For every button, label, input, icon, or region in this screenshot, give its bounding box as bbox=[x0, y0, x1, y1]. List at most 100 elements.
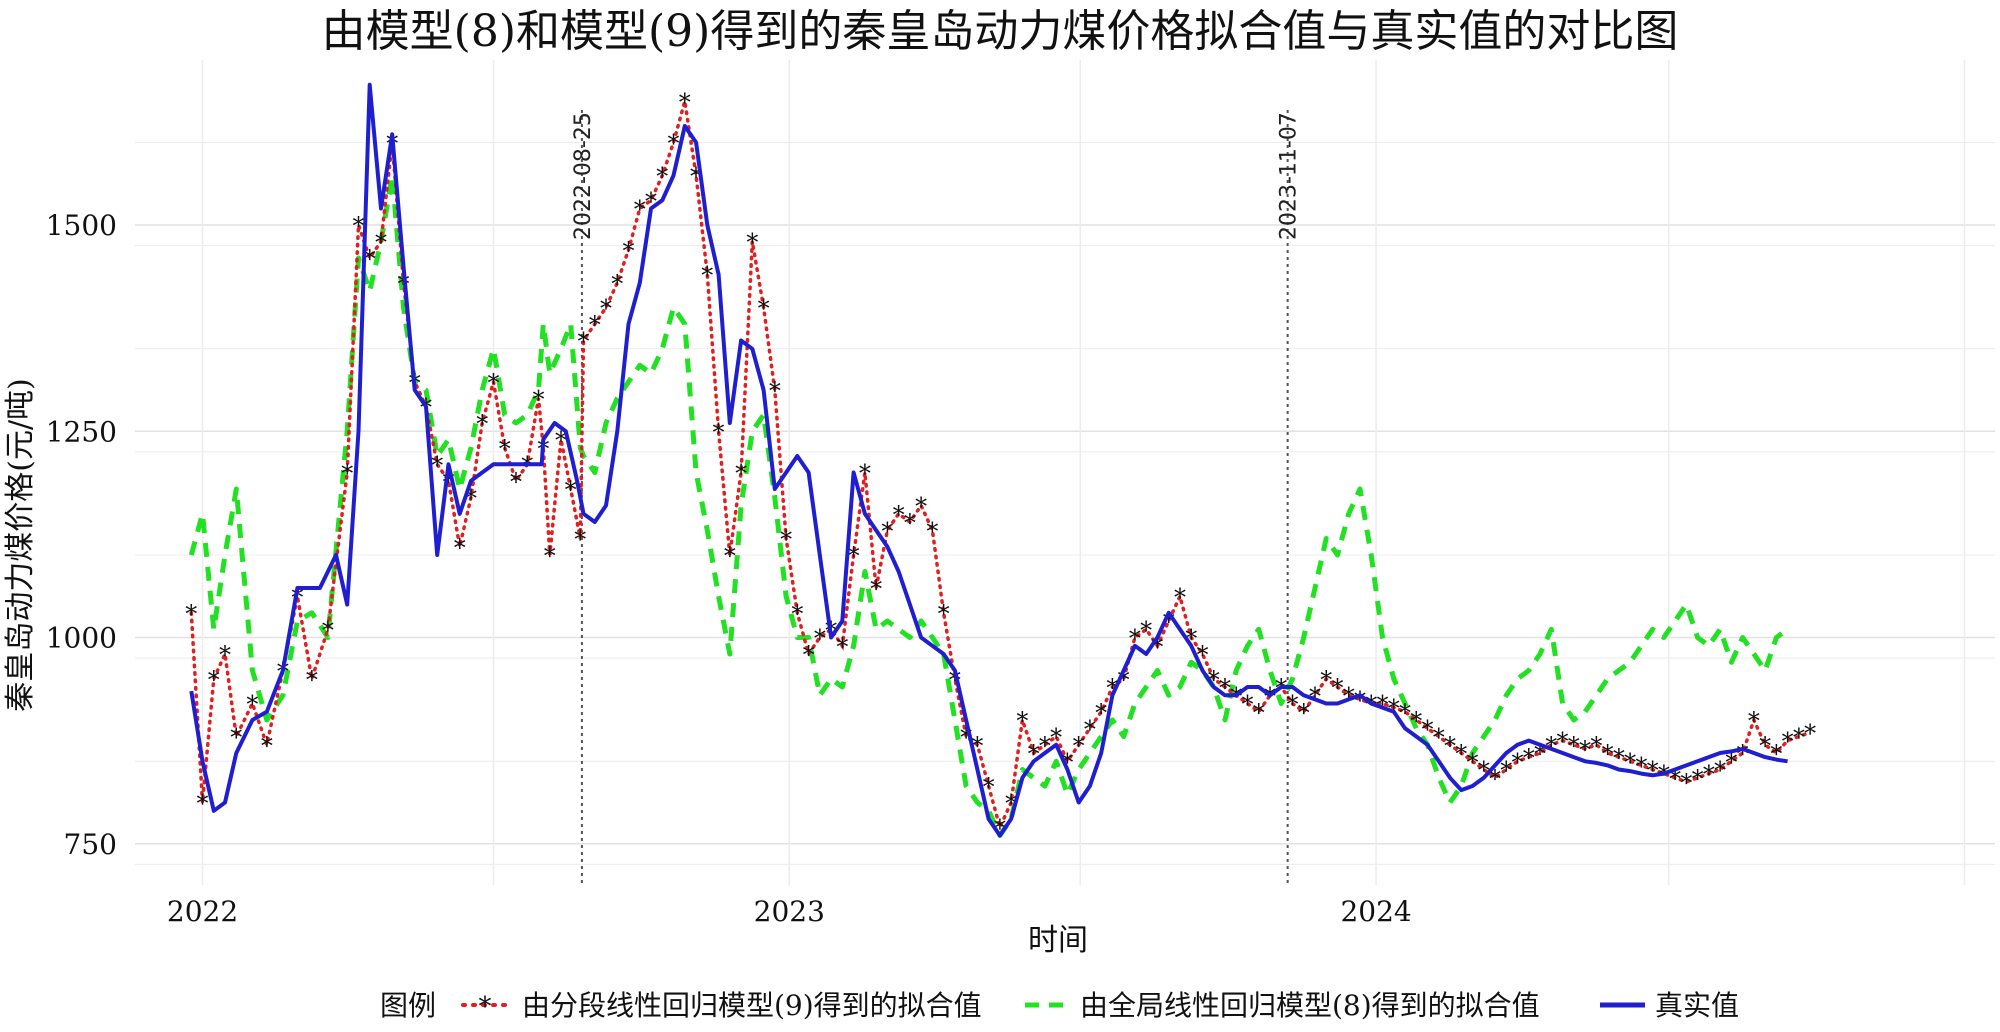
series-point-segment: * bbox=[1703, 761, 1715, 789]
series-point-segment: * bbox=[375, 229, 387, 257]
series-point-segment: * bbox=[814, 625, 826, 653]
series-point-segment: * bbox=[1219, 674, 1231, 702]
series-point-segment: * bbox=[1106, 674, 1118, 702]
series-point-segment: * bbox=[983, 773, 995, 801]
series-point-segment: * bbox=[1602, 740, 1614, 768]
series-point-segment: * bbox=[1354, 686, 1366, 714]
series-point-segment: * bbox=[1782, 728, 1794, 756]
series-point-segment: * bbox=[1545, 732, 1557, 760]
x-tick-label: 2022 bbox=[167, 895, 238, 928]
chart-title: 由模型(8)和模型(9)得到的秦皇岛动力煤价格拟合值与真实值的对比图 bbox=[322, 6, 1679, 57]
y-tick-label: 1500 bbox=[46, 209, 117, 242]
series-point-segment: * bbox=[1455, 740, 1467, 768]
legend-label-real: 真实值 bbox=[1655, 989, 1739, 1022]
series-point-segment: * bbox=[926, 517, 938, 545]
series-point-segment: * bbox=[1804, 719, 1816, 747]
series-point-segment: * bbox=[578, 328, 590, 356]
series-point-segment: * bbox=[454, 534, 466, 562]
series-point-segment: * bbox=[1174, 583, 1186, 611]
series-point-segment: * bbox=[1298, 699, 1310, 727]
series-point-segment: * bbox=[836, 633, 848, 661]
series-point-segment: * bbox=[1095, 699, 1107, 727]
series-point-segment: * bbox=[1343, 682, 1355, 710]
series-point-segment: * bbox=[246, 691, 258, 719]
series-point-segment: * bbox=[574, 526, 586, 554]
x-axis-ticks: 2022 2023 2024 bbox=[167, 895, 1412, 928]
series-point-segment: * bbox=[994, 814, 1006, 842]
series-point-segment: * bbox=[724, 542, 736, 570]
series-point-segment: * bbox=[1748, 707, 1760, 735]
y-tick-label: 1250 bbox=[46, 415, 117, 448]
legend-title: 图例 bbox=[380, 989, 436, 1022]
series-layer: ****************************************… bbox=[185, 82, 1816, 842]
series-point-segment: * bbox=[1759, 732, 1771, 760]
series-point-segment: * bbox=[197, 790, 209, 818]
reference-line-label: 2023-11-07 bbox=[1277, 112, 1302, 240]
series-point-segment: * bbox=[1647, 757, 1659, 785]
series-point-segment: * bbox=[600, 295, 612, 323]
legend: 图例 * 由分段线性回归模型(9)得到的拟合值 由全局线性回归模型(8)得到的拟… bbox=[380, 989, 1739, 1022]
series-line-segment bbox=[189, 100, 1812, 833]
series-point-segment: * bbox=[791, 600, 803, 628]
series-point-segment: * bbox=[713, 418, 725, 446]
x-tick-label: 2023 bbox=[754, 895, 825, 928]
series-point-segment: * bbox=[185, 600, 197, 628]
series-point-segment: * bbox=[589, 311, 601, 339]
series-point-segment: * bbox=[1377, 691, 1389, 719]
series-point-segment: * bbox=[1309, 682, 1321, 710]
legend-swatch-segment: * bbox=[461, 992, 510, 1022]
series-point-segment: * bbox=[1737, 740, 1749, 768]
series-point-segment: * bbox=[1433, 724, 1445, 752]
series-point-segment: * bbox=[915, 493, 927, 521]
series-line-global bbox=[188, 173, 1790, 838]
series-point-segment: * bbox=[859, 460, 871, 488]
series-point-segment: * bbox=[1241, 691, 1253, 719]
series-point-segment: * bbox=[938, 600, 950, 628]
series-point-segment: * bbox=[1331, 674, 1343, 702]
series-point-segment: * bbox=[623, 237, 635, 265]
series-point-segment: * bbox=[1016, 707, 1028, 735]
series-point-segment: * bbox=[780, 526, 792, 554]
series-point-segment: * bbox=[487, 369, 499, 397]
series-point-segment: * bbox=[1399, 699, 1411, 727]
reference-line-label: 2022-08-25 bbox=[571, 112, 596, 240]
x-tick-label: 2024 bbox=[1340, 895, 1411, 928]
series-point-segment: * bbox=[1714, 757, 1726, 785]
series-point-segment: * bbox=[1253, 699, 1265, 727]
series-point-segment: * bbox=[881, 517, 893, 545]
series-point-segment: * bbox=[803, 641, 815, 669]
series-point-segment: * bbox=[1478, 757, 1490, 785]
series-point-segment: * bbox=[611, 270, 623, 298]
series-point-segment: * bbox=[1286, 691, 1298, 719]
y-axis-ticks: 750 1000 1250 1500 bbox=[46, 209, 117, 861]
series-point-segment: * bbox=[1568, 732, 1580, 760]
series-point-segment: * bbox=[1692, 765, 1704, 793]
series-point-segment: * bbox=[1050, 724, 1062, 752]
series-point-segment: * bbox=[261, 732, 273, 760]
series-point-segment: * bbox=[1073, 732, 1085, 760]
series-point-segment: * bbox=[1579, 736, 1591, 764]
series-point-segment: * bbox=[1489, 765, 1501, 793]
y-tick-label: 750 bbox=[64, 828, 117, 861]
series-point-segment: * bbox=[533, 385, 545, 413]
vertical-reference-lines: 2022-08-25 2023-11-07 bbox=[571, 110, 1302, 885]
series-point-segment: * bbox=[758, 295, 770, 323]
series-point-segment: * bbox=[656, 163, 668, 191]
series-point-segment: * bbox=[769, 377, 781, 405]
series-point-segment: * bbox=[1725, 748, 1737, 776]
series-point-segment: * bbox=[364, 245, 376, 273]
series-point-segment: * bbox=[1410, 707, 1422, 735]
series-point-segment: * bbox=[306, 666, 318, 694]
series-point-segment: * bbox=[1185, 625, 1197, 653]
series-point-segment: * bbox=[668, 130, 680, 158]
series-point-segment: * bbox=[476, 410, 488, 438]
series-point-segment: * bbox=[735, 460, 747, 488]
series-point-segment: * bbox=[544, 542, 556, 570]
series-line-real bbox=[189, 82, 1788, 838]
series-point-segment: * bbox=[904, 509, 916, 537]
series-point-segment: * bbox=[565, 476, 577, 504]
series-point-segment: * bbox=[1770, 740, 1782, 768]
x-axis-title: 时间 bbox=[1028, 923, 1088, 958]
series-point-segment: * bbox=[219, 641, 231, 669]
